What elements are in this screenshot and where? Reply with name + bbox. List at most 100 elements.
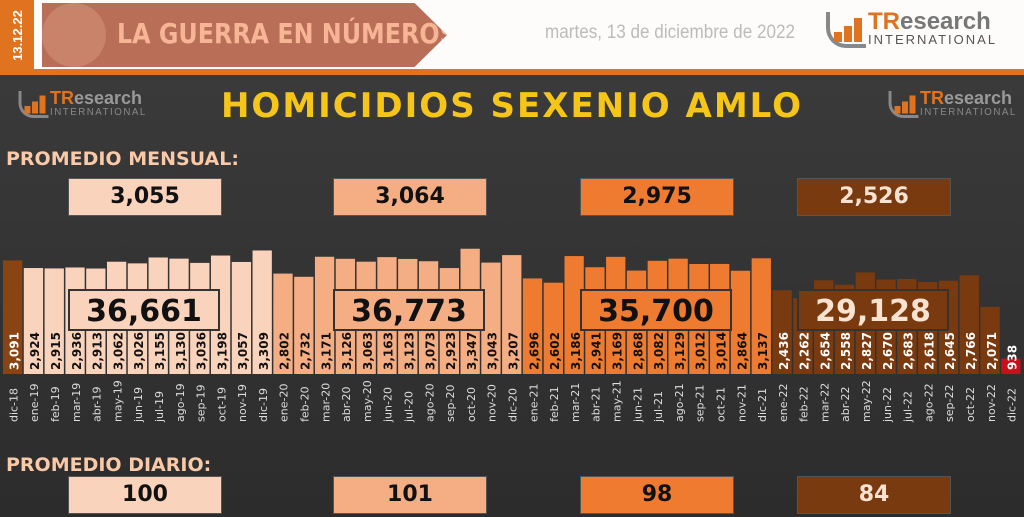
x-tick-label: ene-19: [28, 384, 41, 422]
logo-text: TResearch: [920, 88, 1013, 109]
x-tick-label: may-22: [860, 380, 873, 422]
x-tick-label: may-21: [610, 380, 623, 422]
x-tick-label: abr-21: [590, 386, 603, 422]
x-tick-label: jul-21: [652, 391, 665, 423]
x-tick-label: feb-20: [299, 386, 312, 422]
logo-subtext: INTERNATIONAL: [50, 106, 147, 118]
bar: [564, 256, 584, 374]
data-label: 3,129: [673, 332, 687, 370]
bar: [730, 270, 751, 374]
x-tick-label: mar-19: [70, 383, 83, 422]
bar: [959, 275, 979, 374]
data-label: 2,827: [860, 332, 874, 370]
logo: TResearch INTERNATIONAL: [826, 8, 998, 48]
data-label: 3,163: [382, 332, 396, 370]
data-label: 3,155: [153, 332, 167, 370]
data-label: 2,436: [777, 332, 791, 370]
x-tick-label: jun-20: [382, 387, 395, 423]
data-label: 3,012: [694, 332, 708, 370]
chart-title: HOMICIDIOS SEXENIO AMLO: [220, 86, 804, 126]
x-tick-label: jun-22: [881, 387, 894, 423]
data-label: 2,262: [798, 332, 812, 370]
data-label: 3,091: [7, 332, 21, 370]
monthly-avg-box: 2,526: [797, 178, 951, 216]
data-label: 3,036: [195, 332, 209, 370]
date-text: martes, 13 de diciembre de 2022: [545, 22, 796, 43]
x-tick-label: dic-20: [507, 388, 520, 422]
x-tick-label: feb-21: [548, 386, 561, 422]
x-tick-label: nov-19: [236, 384, 249, 422]
yearly-total-box: 36,773: [333, 289, 485, 331]
logo-icon: [18, 91, 49, 118]
daily-avg-box: 98: [580, 476, 734, 514]
bar: [1001, 358, 1021, 374]
data-label: 3,057: [236, 332, 250, 370]
data-label: 2,618: [922, 332, 936, 370]
data-label: 3,014: [714, 332, 728, 370]
data-label: 3,082: [652, 332, 666, 370]
data-label: 2,766: [964, 332, 978, 370]
daily-avg-box: 101: [333, 476, 487, 514]
x-tick-label: sep-19: [195, 385, 208, 422]
data-label: 2,913: [91, 332, 105, 370]
x-tick-label: sep-20: [444, 385, 457, 422]
data-label: 3,198: [215, 332, 229, 370]
data-label: 2,602: [548, 332, 562, 370]
data-label: 938: [1006, 345, 1020, 370]
x-tick-label: mar-22: [818, 383, 831, 422]
mexico-map-icon: [42, 3, 106, 67]
data-label: 3,073: [423, 332, 437, 370]
x-tick-label: dic-21: [756, 388, 769, 422]
x-tick-label: oct-22: [964, 387, 977, 422]
data-label: 2,924: [28, 332, 42, 370]
x-tick-label: ago-21: [673, 383, 686, 422]
data-label: 2,936: [70, 332, 84, 370]
x-tick-label: ene-21: [527, 384, 540, 422]
daily-avg-box: 84: [797, 476, 951, 514]
bar: [44, 268, 64, 374]
x-tick-label: dic-22: [1006, 388, 1019, 422]
logo-subtext: INTERNATIONAL: [868, 32, 998, 47]
x-tick-label: mar-21: [569, 383, 582, 422]
logo-icon: [826, 12, 866, 48]
data-label: 3,137: [756, 332, 770, 370]
data-label: 3,186: [569, 332, 583, 370]
data-label: 2,868: [631, 332, 645, 370]
data-label: 2,696: [527, 332, 541, 370]
data-label: 3,347: [465, 332, 479, 370]
data-label: 3,126: [340, 332, 354, 370]
x-tick-label: oct-21: [714, 387, 727, 422]
data-label: 3,130: [174, 332, 188, 370]
data-label: 2,071: [985, 332, 999, 370]
watermark-logo-left: TResearch INTERNATIONAL: [18, 88, 147, 118]
divider: [0, 69, 1024, 75]
x-tick-label: dic-19: [257, 388, 270, 422]
monthly-avg-box: 3,055: [68, 178, 222, 216]
x-tick-label: dic-18: [7, 388, 20, 422]
x-tick-label: oct-19: [215, 387, 228, 422]
x-tick-label: abr-22: [839, 386, 852, 422]
bar: [231, 261, 252, 374]
bar: [252, 250, 272, 374]
bar: [751, 258, 771, 374]
data-label: 2,645: [943, 332, 957, 370]
x-tick-label: may-19: [111, 380, 124, 422]
bar: [23, 268, 44, 374]
daily-avg-label: PROMEDIO DIARIO:: [6, 454, 212, 476]
x-tick-label: ago-22: [922, 383, 935, 422]
yearly-total-box: 29,128: [797, 289, 949, 331]
bar: [543, 282, 563, 374]
data-label: 2,915: [49, 332, 63, 370]
logo-subtext: INTERNATIONAL: [920, 106, 1017, 118]
x-tick-label: jul-22: [902, 391, 915, 423]
monthly-avg-box: 2,975: [580, 178, 734, 216]
x-tick-label: nov-22: [985, 384, 998, 422]
yearly-total-box: 35,700: [580, 289, 732, 331]
x-tick-label: jul-20: [403, 391, 416, 423]
data-label: 2,654: [818, 332, 832, 370]
bar: [294, 276, 314, 374]
data-label: 3,063: [361, 332, 375, 370]
data-label: 2,732: [299, 332, 313, 370]
x-tick-label: nov-20: [486, 384, 499, 422]
